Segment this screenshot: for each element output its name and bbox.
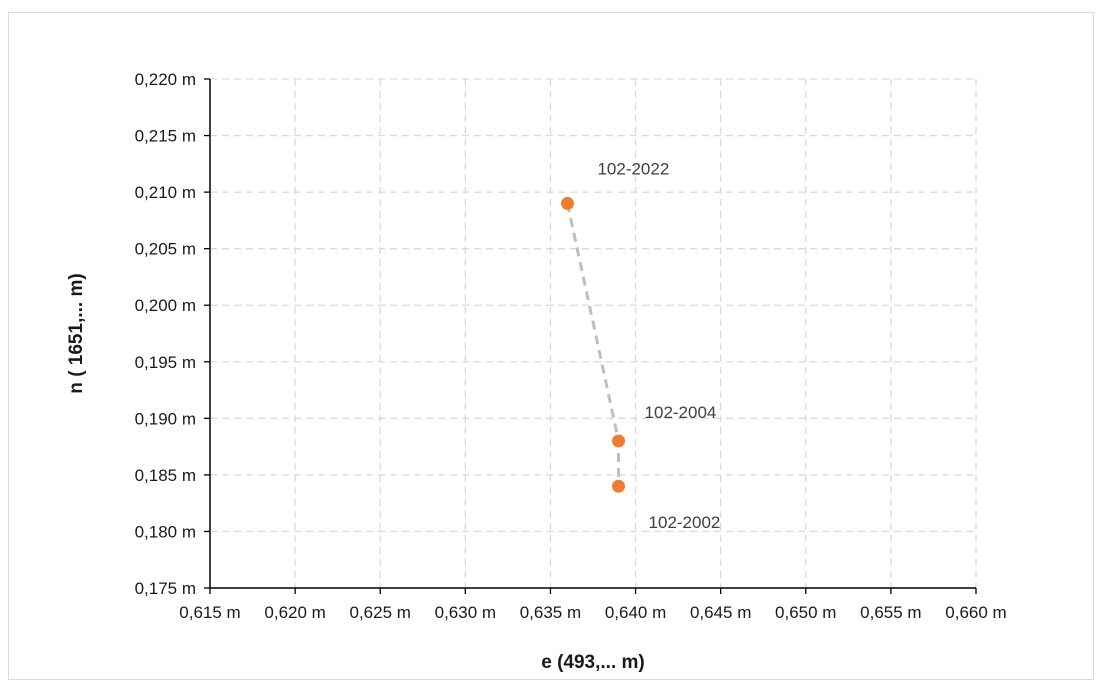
y-tick-label: 0,210 m [135, 183, 196, 202]
point-labels: 102-2022 102-2004 102-2002 [597, 159, 720, 532]
y-tick-label: 0,215 m [135, 127, 196, 146]
data-point [612, 434, 626, 448]
y-tick-label: 0,190 m [135, 409, 196, 428]
x-tick-label: 0,660 m [945, 603, 1006, 622]
axes [204, 78, 977, 594]
x-tick-label: 0,645 m [690, 603, 751, 622]
data-point [612, 479, 626, 493]
y-tick-label: 0,220 m [135, 70, 196, 89]
x-tick-label: 0,635 m [520, 603, 581, 622]
point-label: 102-2022 [597, 159, 669, 178]
y-tick-label: 0,205 m [135, 240, 196, 259]
y-tick-label: 0,185 m [135, 466, 196, 485]
x-tick-label: 0,625 m [350, 603, 411, 622]
gridlines [210, 78, 977, 588]
data-points [560, 196, 626, 493]
y-axis-title: n ( 1651,... m) [66, 273, 87, 393]
point-label: 102-2002 [649, 513, 721, 532]
x-axis-title: e (493,... m) [541, 652, 645, 673]
y-tick-label: 0,180 m [135, 522, 196, 541]
tick-labels: 0,615 m 0,620 m 0,625 m 0,630 m 0,635 m 0,640… [135, 70, 1007, 622]
point-label: 102-2004 [645, 403, 717, 422]
x-tick-label: 0,630 m [435, 603, 496, 622]
y-tick-label: 0,175 m [135, 579, 196, 598]
y-tick-label: 0,200 m [135, 296, 196, 315]
x-tick-label: 0,655 m [860, 603, 921, 622]
x-tick-label: 0,615 m [179, 603, 240, 622]
x-tick-label: 0,640 m [605, 603, 666, 622]
connecting-line [566, 203, 621, 487]
x-tick-label: 0,650 m [775, 603, 836, 622]
x-tick-label: 0,620 m [264, 603, 325, 622]
y-tick-label: 0,195 m [135, 353, 196, 372]
data-point [560, 196, 574, 210]
